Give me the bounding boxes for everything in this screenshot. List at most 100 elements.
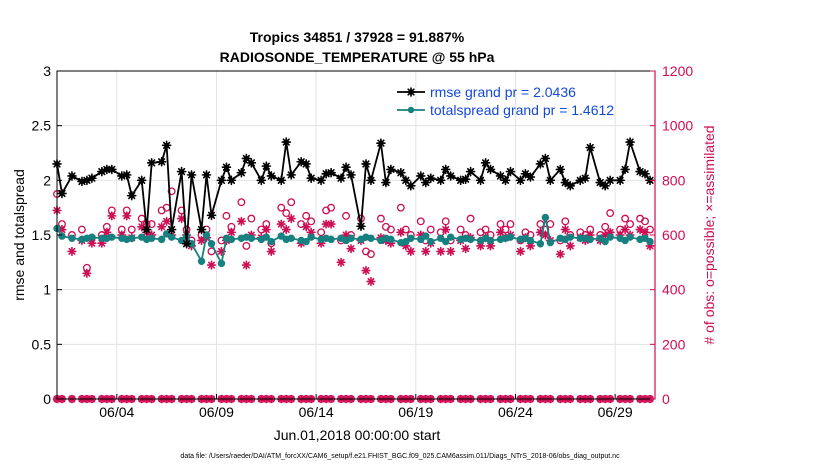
rmse-point-star — [415, 171, 426, 181]
possible-count-marker — [386, 225, 395, 234]
totalspread-point — [427, 237, 435, 246]
rmse-point-star — [156, 156, 167, 167]
totalspread-point — [367, 234, 375, 242]
totalspread-point — [596, 234, 604, 242]
totalspread-point — [446, 233, 455, 241]
y-tick-label: 0 — [43, 391, 51, 407]
y-tick-label: 3 — [43, 63, 51, 79]
rmse-point-star — [57, 188, 67, 199]
rmse-point-star — [480, 158, 491, 168]
rmse-point-star — [206, 210, 217, 221]
assimilated-count-marker — [620, 224, 630, 235]
totalspread-point — [227, 235, 236, 244]
assimilated-count-marker — [266, 246, 276, 256]
totalspread-point — [586, 235, 594, 244]
possible-count-marker — [147, 220, 156, 229]
totalspread-point — [157, 235, 166, 244]
rmse-point-star — [336, 173, 346, 183]
rmse-point-star — [605, 175, 615, 186]
assimilated-count-marker — [107, 211, 117, 221]
rmse-point-star — [276, 175, 287, 186]
x-tick-label: 06/19 — [398, 404, 433, 420]
rmse-point-star — [500, 175, 511, 186]
rmse-point-star — [620, 164, 630, 175]
assimilated-count-marker — [162, 216, 172, 226]
y2-tick-label: 600 — [662, 227, 686, 243]
rmse-point-star — [316, 175, 326, 186]
rmse-point-star — [216, 175, 227, 186]
totalspread-point — [506, 233, 515, 241]
possible-count-marker — [237, 198, 246, 207]
rmse-point-star — [196, 224, 207, 235]
y2-tick-label: 200 — [662, 336, 686, 352]
assimilated-count-marker — [157, 222, 167, 232]
rmse-point-star — [306, 173, 316, 183]
rmse-point-star — [485, 164, 496, 175]
totalspread-point — [128, 234, 136, 242]
totalspread-point — [347, 234, 355, 242]
y2-axis-label: # of obs: o=possible; ×=assimilated — [701, 125, 717, 344]
rmse-point-star — [425, 173, 436, 183]
rmse-point-star — [361, 159, 371, 169]
possible-count-marker — [536, 220, 545, 229]
totalspread-point — [267, 237, 275, 246]
totalspread-point — [147, 234, 156, 242]
y-tick-label: 2 — [43, 172, 51, 188]
rmse-point-star — [107, 164, 117, 175]
y-tick-label: 2.5 — [32, 118, 52, 134]
x-axis-label: Jun.01,2018 00:00:00 start — [274, 427, 441, 443]
totalspread-point — [108, 233, 116, 241]
totalspread-point — [58, 232, 66, 240]
assimilated-count-marker — [236, 216, 246, 226]
possible-count-marker — [626, 220, 635, 229]
totalspread-point — [247, 234, 256, 242]
assimilated-count-marker — [361, 265, 371, 276]
totalspread-point — [327, 235, 335, 244]
possible-count-marker — [127, 225, 136, 234]
rmse-point-star — [246, 158, 257, 168]
rmse-point-star — [640, 168, 650, 179]
possible-count-marker — [277, 203, 286, 212]
possible-count-marker — [621, 214, 630, 223]
assimilated-count-marker — [565, 241, 575, 251]
possible-count-marker — [416, 217, 425, 226]
rmse-point-star — [141, 224, 152, 235]
rmse-point-star — [625, 137, 635, 147]
totalspread-point — [202, 231, 211, 239]
totalspread-point — [207, 240, 216, 248]
rmse-point-star — [515, 175, 526, 186]
legend-spread-marker — [407, 106, 415, 114]
assimilated-count-marker — [241, 260, 251, 270]
y2-tick-label: 1200 — [662, 63, 693, 79]
possible-count-marker — [307, 217, 316, 226]
totalspread-point — [486, 236, 495, 245]
rmse-point-star — [386, 164, 396, 175]
y2-tick-label: 1000 — [662, 118, 693, 134]
assimilated-count-marker — [366, 276, 376, 287]
totalspread-point — [601, 237, 609, 246]
possible-count-marker — [77, 225, 86, 234]
rmse-point-star — [136, 175, 147, 186]
totalspread-point — [277, 232, 285, 240]
assimilated-count-marker — [226, 227, 237, 237]
totalspread-point — [546, 238, 555, 247]
rmse-point-star — [346, 170, 356, 180]
rmse-point-star — [465, 166, 476, 177]
y2-tick-label: 400 — [662, 282, 686, 298]
rmse-point-star — [146, 158, 157, 168]
possible-count-marker — [342, 211, 350, 220]
totalspread-point — [217, 259, 226, 268]
possible-count-marker — [137, 214, 146, 223]
y2-tick-label: 800 — [662, 172, 686, 188]
possible-count-marker — [247, 214, 256, 223]
y-tick-label: 1.5 — [32, 227, 52, 243]
assimilated-count-marker — [286, 214, 296, 224]
y2-tick-label: 0 — [662, 391, 670, 407]
rmse-point-star — [326, 167, 336, 178]
rmse-point-star — [406, 181, 416, 191]
assimilated-count-marker — [326, 219, 336, 229]
legend-rmse-label: rmse grand pr = 2.0436 — [430, 84, 576, 100]
rmse-point-star — [396, 167, 406, 178]
assimilated-count-marker — [206, 260, 217, 270]
rmse-point-star — [460, 174, 471, 185]
